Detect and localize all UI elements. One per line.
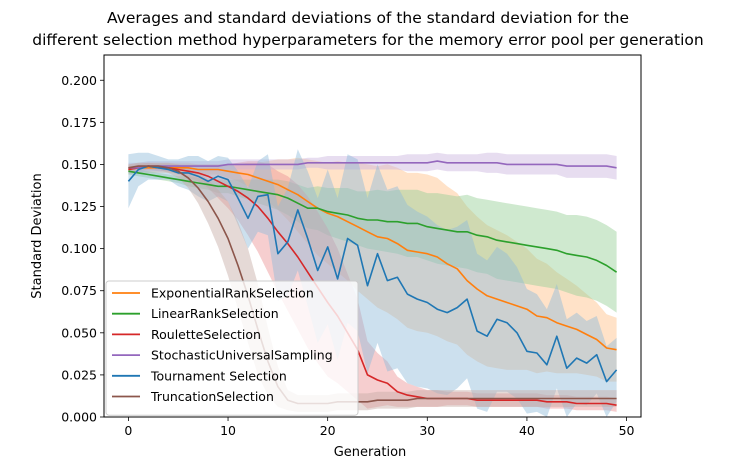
series-line-exponentialrankselection xyxy=(128,167,617,351)
series-line-truncationselection xyxy=(128,165,617,405)
line-layer xyxy=(127,160,618,406)
x-tick-label: 50 xyxy=(619,423,635,438)
legend: ExponentialRankSelection LinearRankSelect… xyxy=(105,280,359,416)
x-tick-label: 0 xyxy=(124,423,132,438)
legend-label-exponentialrankselection: ExponentialRankSelection xyxy=(151,286,314,301)
x-axis: 0 10 20 30 40 50 xyxy=(124,417,635,438)
y-tick-label: 0.075 xyxy=(61,283,97,298)
legend-label-linearrankselection: LinearRankSelection xyxy=(151,306,279,321)
x-tick-label: 10 xyxy=(220,423,236,438)
legend-label-rouletteselection: RouletteSelection xyxy=(151,327,261,342)
series-line-tournament-selection xyxy=(127,165,618,383)
chart-title-line-2: different selection method hyperparamete… xyxy=(32,31,703,49)
band-tournament-selection xyxy=(128,149,617,417)
chart-title-line-1: Averages and standard deviations of the … xyxy=(107,9,629,27)
y-tick-label: 0.200 xyxy=(61,73,97,88)
x-tick-label: 40 xyxy=(519,423,535,438)
y-tick-label: 0.150 xyxy=(61,157,97,172)
band-rouletteselection xyxy=(128,161,617,412)
legend-label-truncationselection: TruncationSelection xyxy=(150,389,274,404)
y-tick-label: 0.000 xyxy=(61,410,97,425)
y-tick-label: 0.100 xyxy=(61,241,97,256)
y-tick-label: 0.050 xyxy=(61,325,97,340)
series-line-rouletteselection xyxy=(128,165,617,406)
plot-area-frame xyxy=(103,54,642,418)
band-linearrankselection xyxy=(128,167,617,313)
x-axis-label: Generation xyxy=(334,445,407,460)
legend-label-tournament-selection: Tournament Selection xyxy=(150,368,287,383)
x-tick-label: 20 xyxy=(320,423,336,438)
y-tick-label: 0.025 xyxy=(61,367,97,382)
legend-label-stochasticuniversalsampling: StochasticUniversalSampling xyxy=(151,348,333,363)
series-line-linearrankselection xyxy=(128,170,618,273)
y-axis: 0.000 0.025 0.050 0.075 0.100 0.125 0.150 0.175… xyxy=(61,73,104,425)
y-axis-label: Standard Deviation xyxy=(30,173,45,298)
band-stochasticuniversalsampling xyxy=(128,152,617,180)
y-tick-label: 0.125 xyxy=(61,199,97,214)
series-line-stochasticuniversalsampling xyxy=(128,160,617,169)
y-tick-label: 0.175 xyxy=(61,115,97,130)
x-tick-label: 30 xyxy=(419,423,435,438)
legend-box xyxy=(105,280,359,416)
